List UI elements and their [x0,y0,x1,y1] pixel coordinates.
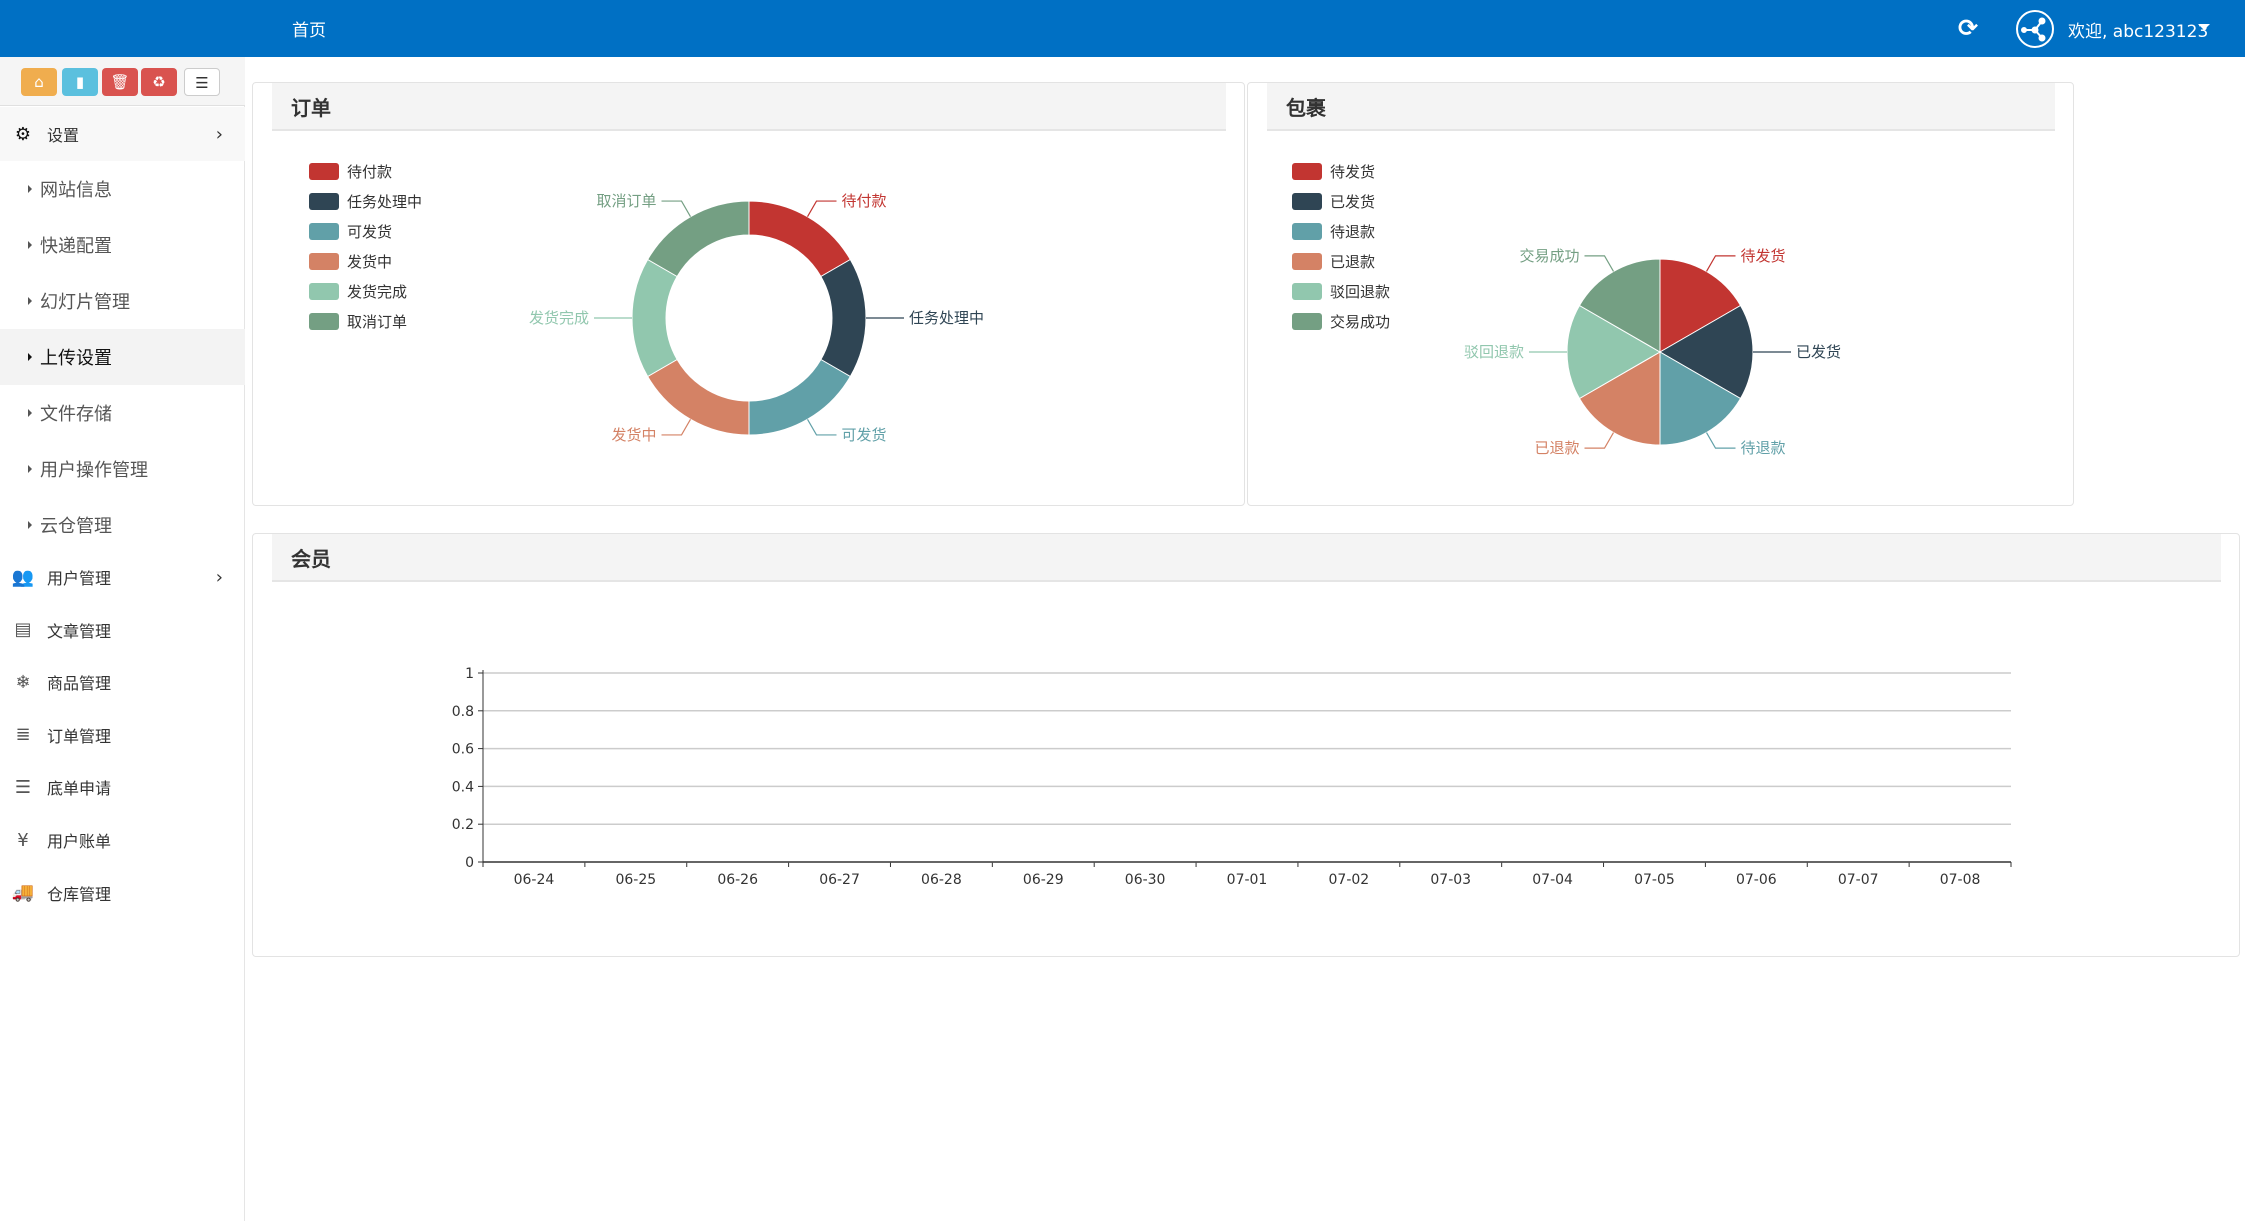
sidebar-subitem[interactable]: 幻灯片管理 [0,273,245,329]
caret-down-icon[interactable] [2198,24,2210,30]
sidebar-subitem-label: 快递配置 [40,236,112,257]
sidebar-subitem-label: 幻灯片管理 [40,292,130,313]
trash-icon: 🗑 [110,73,130,91]
bars-icon: ☰ [14,776,32,798]
sidebar-item-label: 用户管理 [47,569,112,588]
sidebar-item-label: 设置 [47,126,80,145]
home-icon: ⌂ [34,73,44,91]
shortcut-bar: ⌂ ▮ 🗑 ♻ ☰ [0,57,245,106]
snowflake-icon: ❄ [15,671,31,693]
sidebar-subitem[interactable]: 用户操作管理 [0,441,245,497]
file-icon: ▮ [75,73,85,91]
share-icon [2021,17,2046,42]
caret-right-icon [28,241,32,249]
tab-home[interactable]: 首页 [292,21,326,41]
sidebar-item-label: 用户账单 [47,832,112,851]
sidebar-item-label: 订单管理 [47,726,112,746]
user-menu[interactable]: 欢迎, abc123123 [2068,22,2209,42]
list-button[interactable]: ☰ [184,68,220,96]
members-panel-title: 会员 [272,534,2221,582]
sidebar-item[interactable]: ▤ 文章管理 [0,603,245,657]
sidebar-subitem-label: 云仓管理 [40,516,112,537]
recycle-icon: ♻ [152,73,166,91]
sidebar-item-label: 文章管理 [47,621,112,641]
avatar[interactable] [2016,10,2054,48]
sidebar-item[interactable]: ☰ 底单申请 [0,760,245,814]
members-panel: 会员 [252,533,2240,957]
sidebar-subitem-label: 网站信息 [40,180,112,201]
top-navbar: 首页 ⟳ 欢迎, abc123123 [0,0,2245,57]
sidebar-subitem-label: 用户操作管理 [40,460,148,481]
sidebar-item-settings[interactable]: ⚙ 设置 › [0,107,245,161]
sidebar-subitem-label: 上传设置 [40,348,112,369]
caret-right-icon [28,353,32,361]
caret-right-icon [28,297,32,305]
sidebar: ⌂ ▮ 🗑 ♻ ☰ ⚙ 设置 › 网站信息快递配置幻灯片管理上传设置文件存储用户操作管理 云仓管… [0,57,245,1221]
sidebar-subitem[interactable]: 网站信息 [0,161,245,217]
caret-right-icon [28,465,32,473]
parcels-panel-title: 包裹 [1267,83,2055,131]
orders-panel-title: 订单 [272,83,1226,131]
sidebar-item-label: 商品管理 [47,674,112,694]
chevron-right-icon: › [215,566,223,588]
sidebar-subitem[interactable]: 云仓管理 [0,497,245,553]
caret-right-icon [28,185,32,193]
file-button[interactable]: ▮ [62,68,98,96]
yen-icon: ¥ [17,829,29,851]
sidebar-subitem[interactable]: 上传设置 [0,329,245,385]
sidebar-item[interactable]: ≣ 订单管理 [0,708,245,762]
users-icon: 👥 [11,566,35,588]
sidebar-item-label: 仓库管理 [47,884,112,904]
sidebar-item[interactable]: ¥ 用户账单 [0,813,245,867]
sidebar-subitem[interactable]: 文件存储 [0,385,245,441]
sidebar-item[interactable]: 🚚 仓库管理 [0,866,245,920]
sidebar-subitem[interactable]: 快递配置 [0,217,245,273]
caret-right-icon [28,521,32,529]
newspaper-icon: ▤ [14,619,32,641]
sidebar-item[interactable]: ❄ 商品管理 [0,655,245,709]
parcels-panel: 包裹 [1247,82,2074,506]
sidebar-item-label: 底单申请 [47,779,112,799]
sidebar-item[interactable]: 👥 用户管理 › [0,550,245,604]
refresh-icon[interactable]: ⟳ [1958,14,1979,42]
server-icon: ≣ [15,724,31,746]
trash-button[interactable]: 🗑 [102,68,138,96]
home-button[interactable]: ⌂ [21,68,57,96]
chevron-right-icon: › [215,123,223,145]
gears-icon: ⚙ [14,123,32,145]
caret-right-icon [28,409,32,417]
orders-panel: 订单 [252,82,1245,506]
list-icon: ☰ [195,74,209,92]
recycle-button[interactable]: ♻ [141,68,177,96]
truck-icon: 🚚 [11,882,35,904]
sidebar-subitem-label: 文件存储 [40,404,112,425]
